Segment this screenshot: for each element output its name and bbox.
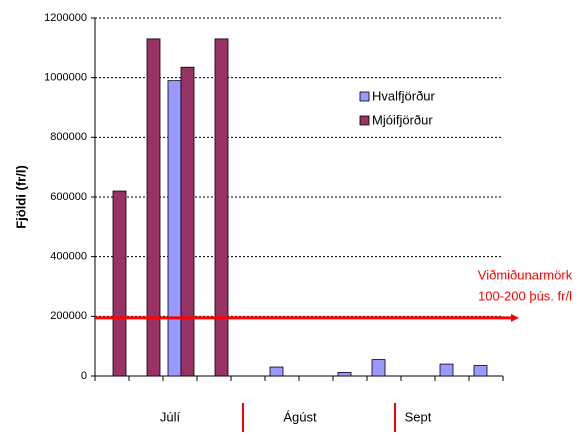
y-tick-label: 600000 [50,191,87,203]
bar [473,365,488,377]
bar [180,66,195,377]
legend-swatch [359,91,370,102]
bar [214,38,229,377]
reference-label: 100-200 þús. fr/l [478,288,572,303]
bar [112,190,127,377]
y-tick-label: 1000000 [44,72,87,84]
y-tick-label: 0 [81,370,87,382]
group-label: Sept [405,409,432,424]
y-tick-label: 200000 [50,310,87,322]
y-axis-label: Fjöldi (fr/l) [13,165,28,229]
group-label: Júlí [160,409,181,424]
bar [337,372,352,377]
bar [371,359,386,377]
legend [355,84,450,134]
bar [439,363,454,377]
bar [167,80,182,377]
y-tick-label: 400000 [50,251,87,263]
y-tick-label: 800000 [50,131,87,143]
legend-label: Hvalfjörður [372,88,436,103]
legend-swatch [359,115,370,126]
bar [146,38,161,377]
legend-label: Mjóifjörður [372,112,433,127]
reference-label: Viðmiðunarmörk [478,267,573,282]
y-tick-label: 1200000 [44,12,87,24]
group-label: Ágúst [283,409,317,424]
reference-arrow [511,313,519,322]
bar [269,366,284,377]
